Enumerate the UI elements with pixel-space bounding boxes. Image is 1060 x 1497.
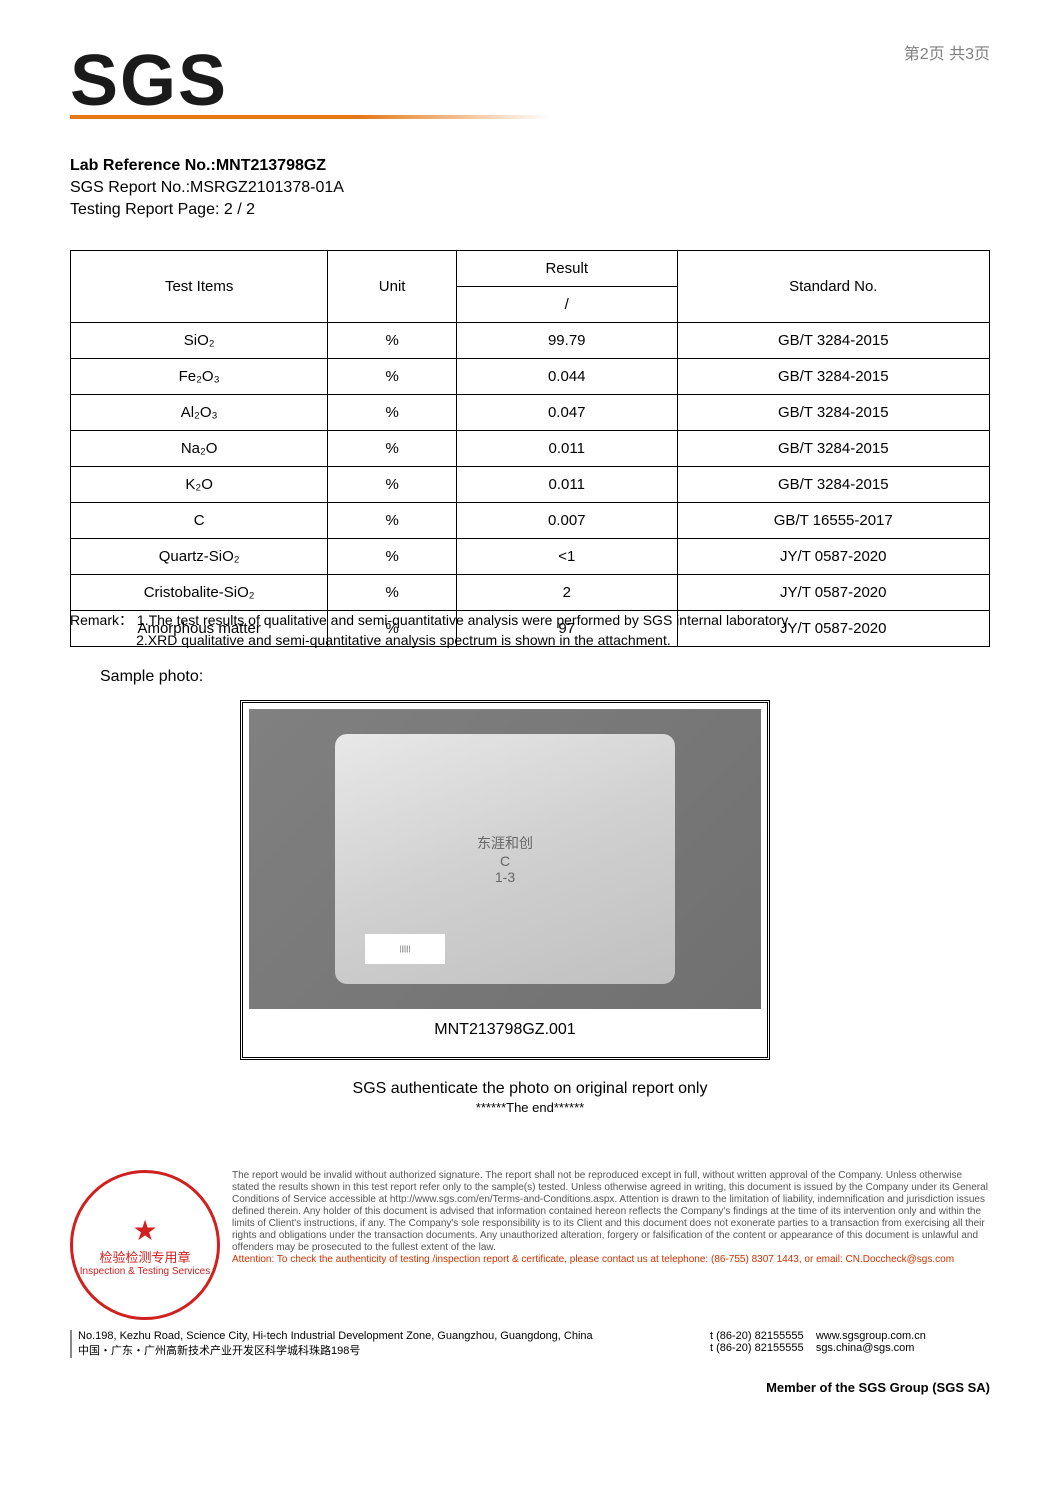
th-result: Result xyxy=(456,251,677,287)
lab-ref-value: MNT213798GZ xyxy=(216,157,326,174)
cell-result: 0.011 xyxy=(456,467,677,503)
sample-photo-label: Sample photo: xyxy=(100,668,203,686)
report-number: SGS Report No.:MSRGZ2101378-01A xyxy=(70,177,344,199)
table-row: Fe₂O₃%0.044GB/T 3284-2015 xyxy=(71,359,990,395)
cell-item: Na₂O xyxy=(71,431,328,467)
tel2: t (86-20) 82155555 xyxy=(710,1342,804,1354)
member-line: Member of the SGS Group (SGS SA) xyxy=(766,1380,990,1395)
th-unit: Unit xyxy=(328,251,457,323)
cell-std: GB/T 3284-2015 xyxy=(677,395,989,431)
cell-unit: % xyxy=(328,359,457,395)
address-cn: 中国・广东・广州高新技术产业开发区科学城科珠路198号 xyxy=(78,1342,710,1358)
sample-photo: 东涯和创 C 1-3 |||||| xyxy=(249,709,761,1009)
cell-unit: % xyxy=(328,395,457,431)
bag-text-range: 1-3 xyxy=(495,869,515,885)
logo-text: SGS xyxy=(70,41,228,121)
tel1: t (86-20) 82155555 xyxy=(710,1330,804,1342)
bag-sticker: |||||| xyxy=(365,934,445,964)
logo-underline xyxy=(70,115,550,119)
cell-item: Fe₂O₃ xyxy=(71,359,328,395)
th-items: Test Items xyxy=(71,251,328,323)
lab-ref-label: Lab Reference No.: xyxy=(70,157,216,174)
cell-result: 0.007 xyxy=(456,503,677,539)
cell-std: JY/T 0587-2020 xyxy=(677,575,989,611)
cell-result: <1 xyxy=(456,539,677,575)
disclaimer-body: The report would be invalid without auth… xyxy=(232,1170,988,1253)
cell-std: GB/T 3284-2015 xyxy=(677,467,989,503)
table-row: Quartz-SiO₂%<1JY/T 0587-2020 xyxy=(71,539,990,575)
cell-unit: % xyxy=(328,539,457,575)
cell-item: Al₂O₃ xyxy=(71,395,328,431)
cell-unit: % xyxy=(328,503,457,539)
remark-line1: 1.The test results of qualitative and se… xyxy=(137,612,791,628)
address-en: No.198, Kezhu Road, Science City, Hi-tec… xyxy=(78,1330,710,1342)
table-row: K₂O%0.011GB/T 3284-2015 xyxy=(71,467,990,503)
website: www.sgsgroup.com.cn xyxy=(816,1330,926,1342)
seal-star-icon: ★ xyxy=(132,1214,157,1247)
photo-caption: MNT213798GZ.001 xyxy=(249,1021,761,1039)
page-info: Testing Report Page: 2 / 2 xyxy=(70,199,344,221)
contact-email: sgs.china@sgs.com xyxy=(816,1342,915,1354)
cell-result: 0.011 xyxy=(456,431,677,467)
sample-bag: 东涯和创 C 1-3 |||||| xyxy=(335,734,675,984)
seal-text-en: Inspection & Testing Services xyxy=(80,1266,210,1277)
cell-result: 99.79 xyxy=(456,323,677,359)
table-row: C%0.007GB/T 16555-2017 xyxy=(71,503,990,539)
company-seal: ★ 检验检测专用章 Inspection & Testing Services xyxy=(70,1170,220,1320)
results-table: Test Items Unit Result Standard No. / Si… xyxy=(70,250,990,647)
disclaimer-attention: Attention: To check the authenticity of … xyxy=(232,1254,954,1265)
bag-text-cn: 东涯和创 xyxy=(477,833,533,853)
cell-result: 0.044 xyxy=(456,359,677,395)
footer-address: No.198, Kezhu Road, Science City, Hi-tec… xyxy=(70,1330,990,1358)
cell-item: C xyxy=(71,503,328,539)
remark-line2: 2.XRD qualitative and semi-quantitative … xyxy=(136,632,671,648)
cell-unit: % xyxy=(328,575,457,611)
seal-text-cn: 检验检测专用章 xyxy=(99,1247,190,1266)
table-row: Al₂O₃%0.047GB/T 3284-2015 xyxy=(71,395,990,431)
disclaimer-text: The report would be invalid without auth… xyxy=(220,1170,990,1320)
cell-unit: % xyxy=(328,431,457,467)
auth-statement: SGS authenticate the photo on original r… xyxy=(0,1080,1060,1098)
bag-text-letter: C xyxy=(500,853,510,869)
th-result-sub: / xyxy=(456,287,677,323)
end-marker: ******The end****** xyxy=(0,1100,1060,1115)
cell-item: Cristobalite-SiO₂ xyxy=(71,575,328,611)
cell-std: GB/T 3284-2015 xyxy=(677,431,989,467)
cell-unit: % xyxy=(328,323,457,359)
cell-std: GB/T 3284-2015 xyxy=(677,323,989,359)
th-std: Standard No. xyxy=(677,251,989,323)
cell-unit: % xyxy=(328,467,457,503)
cell-std: JY/T 0587-2020 xyxy=(677,539,989,575)
table-row: Cristobalite-SiO₂%2JY/T 0587-2020 xyxy=(71,575,990,611)
sample-photo-frame: 东涯和创 C 1-3 |||||| MNT213798GZ.001 xyxy=(240,700,770,1060)
cell-std: GB/T 3284-2015 xyxy=(677,359,989,395)
remarks-block: Remark： 1.The test results of qualitativ… xyxy=(70,610,791,650)
report-header: Lab Reference No.:MNT213798GZ SGS Report… xyxy=(70,155,344,221)
remark-prefix: Remark： xyxy=(70,612,133,628)
cell-item: K₂O xyxy=(71,467,328,503)
table-row: Na₂O%0.011GB/T 3284-2015 xyxy=(71,431,990,467)
cell-std: GB/T 16555-2017 xyxy=(677,503,989,539)
cell-item: Quartz-SiO₂ xyxy=(71,539,328,575)
footer-block: ★ 检验检测专用章 Inspection & Testing Services … xyxy=(70,1170,990,1320)
page-indicator: 第2页 共3页 xyxy=(904,40,990,64)
cell-item: SiO₂ xyxy=(71,323,328,359)
cell-result: 0.047 xyxy=(456,395,677,431)
cell-result: 2 xyxy=(456,575,677,611)
table-row: SiO₂%99.79GB/T 3284-2015 xyxy=(71,323,990,359)
